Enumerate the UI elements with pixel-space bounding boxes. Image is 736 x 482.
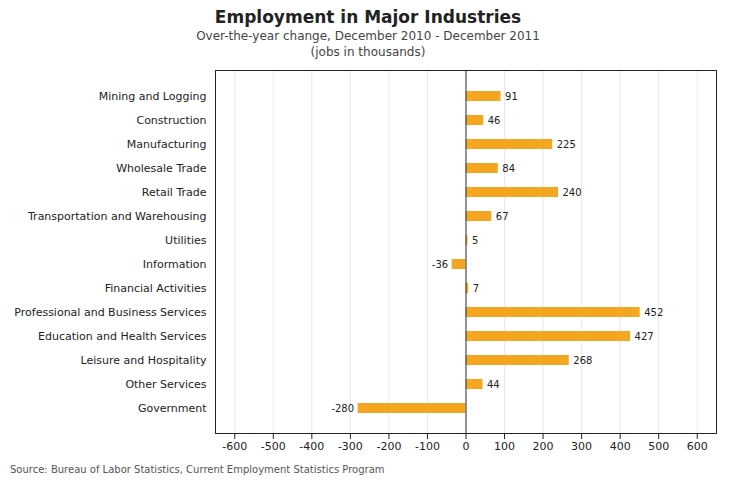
svg-text:268: 268 bbox=[573, 355, 592, 366]
svg-text:5: 5 bbox=[472, 235, 478, 246]
svg-text:44: 44 bbox=[487, 379, 500, 390]
svg-text:452: 452 bbox=[644, 307, 663, 318]
svg-text:-280: -280 bbox=[331, 403, 354, 414]
svg-text:0: 0 bbox=[463, 440, 470, 453]
html-text:Employment in Major Industries: Employment in Major Industries bbox=[214, 7, 522, 27]
svg-text:427: 427 bbox=[635, 331, 654, 342]
svg-text:Government: Government bbox=[138, 402, 207, 415]
html-text:(jobs in thousands): (jobs in thousands) bbox=[310, 45, 426, 59]
svg-text:240: 240 bbox=[562, 187, 581, 198]
svg-text:225: 225 bbox=[557, 139, 576, 150]
html-text:Over-the-year change, December: Over-the-year change, December 2010 - De… bbox=[196, 29, 540, 43]
svg-text:-500: -500 bbox=[261, 440, 286, 453]
svg-text:Leisure and Hospitality: Leisure and Hospitality bbox=[81, 354, 207, 367]
svg-text:Financial Activities: Financial Activities bbox=[105, 282, 207, 295]
svg-text:-200: -200 bbox=[376, 440, 401, 453]
svg-text:-100: -100 bbox=[415, 440, 440, 453]
svg-text:7: 7 bbox=[473, 283, 479, 294]
svg-text:500: 500 bbox=[648, 440, 669, 453]
svg-text:67: 67 bbox=[496, 211, 509, 222]
svg-text:91: 91 bbox=[505, 91, 518, 102]
svg-text:Manufacturing: Manufacturing bbox=[127, 138, 207, 151]
svg-text:-400: -400 bbox=[299, 440, 324, 453]
svg-text:Other Services: Other Services bbox=[125, 378, 206, 391]
svg-text:-36: -36 bbox=[432, 259, 448, 270]
svg-text:Wholesale Trade: Wholesale Trade bbox=[116, 162, 207, 175]
svg-text:46: 46 bbox=[488, 115, 501, 126]
html-text:Source: Bureau of Labor Statis: Source: Bureau of Labor Statistics, Curr… bbox=[10, 464, 385, 475]
svg-text:Utilities: Utilities bbox=[165, 234, 207, 247]
svg-text:84: 84 bbox=[502, 163, 515, 174]
svg-text:200: 200 bbox=[533, 440, 554, 453]
svg-text:400: 400 bbox=[610, 440, 631, 453]
svg-text:Construction: Construction bbox=[136, 114, 206, 127]
svg-text:-600: -600 bbox=[222, 440, 247, 453]
svg-text:Professional and Business Serv: Professional and Business Services bbox=[14, 306, 206, 319]
svg-text:Education and Health Services: Education and Health Services bbox=[38, 330, 207, 343]
svg-text:300: 300 bbox=[571, 440, 592, 453]
svg-text:600: 600 bbox=[687, 440, 708, 453]
svg-text:Mining and Logging: Mining and Logging bbox=[99, 90, 207, 103]
svg-text:Information: Information bbox=[143, 258, 207, 271]
svg-text:-300: -300 bbox=[338, 440, 363, 453]
svg-text:Transportation and Warehousing: Transportation and Warehousing bbox=[27, 210, 207, 223]
svg-text:Retail Trade: Retail Trade bbox=[142, 186, 207, 199]
svg-text:100: 100 bbox=[494, 440, 515, 453]
